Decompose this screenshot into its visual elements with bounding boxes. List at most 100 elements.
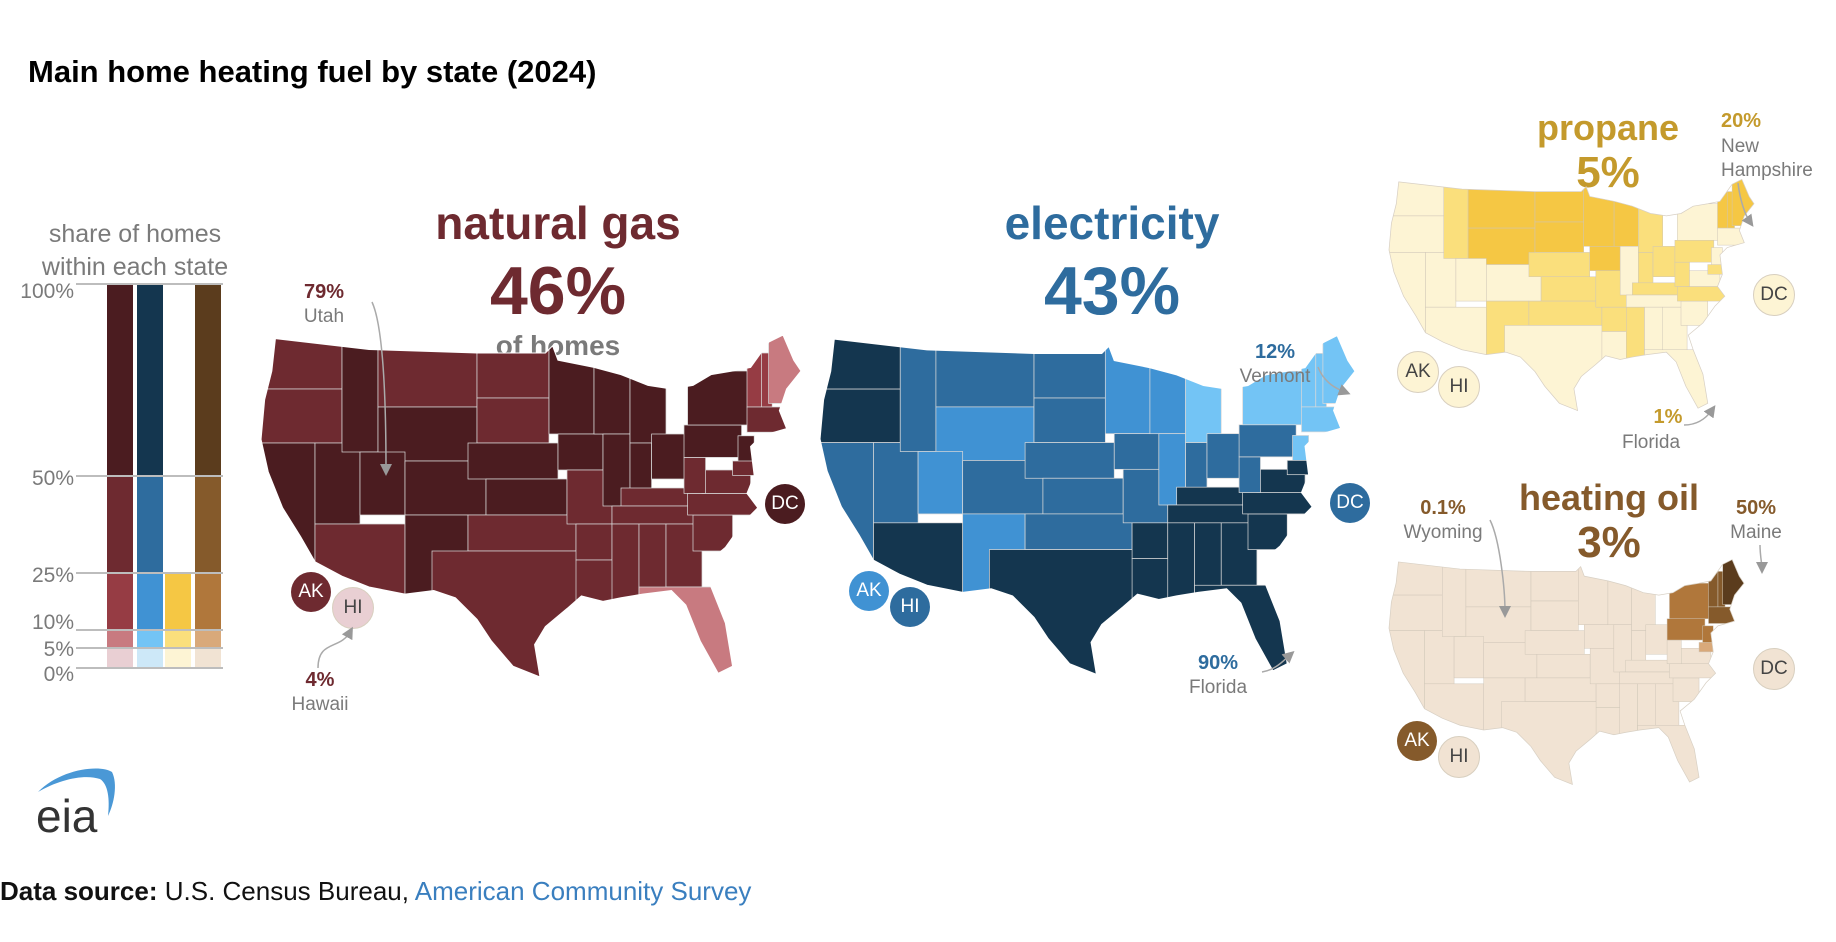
legend-bars — [76, 283, 223, 669]
eia-logo: eia — [36, 768, 115, 842]
legend-swatch — [137, 476, 163, 573]
legend-tick-5: 5% — [43, 638, 74, 661]
maine-arrow — [1755, 544, 1768, 574]
heating-oil-map — [1388, 559, 1745, 785]
state-pa — [683, 424, 742, 458]
propane-map — [1388, 178, 1755, 412]
dc-circle-propane: DC — [1753, 274, 1795, 316]
legend-tick-0: 0% — [43, 663, 74, 686]
maine-label: Maine — [1730, 522, 1782, 543]
ak-circle-heating-oil: AK — [1397, 721, 1437, 761]
ak-label: AK — [298, 581, 324, 602]
state-ne — [1024, 442, 1115, 479]
legend-swatch — [107, 476, 133, 573]
utah-label: Utah — [303, 306, 345, 327]
state-sd — [1534, 221, 1584, 253]
natural-gas-map — [260, 334, 802, 678]
us-outline — [819, 334, 1356, 676]
legend-swatch — [195, 476, 221, 573]
wyoming-value: 0.1% — [1420, 497, 1466, 519]
wyoming-label: Wyoming — [1403, 522, 1483, 543]
legend-swatch — [107, 630, 133, 648]
state-ms — [1167, 522, 1195, 604]
state-oh — [1652, 246, 1678, 277]
legend-tick-10: 10% — [31, 611, 74, 634]
us-outline — [1388, 178, 1755, 412]
data-source: Data source: U.S. Census Bureau, America… — [0, 876, 751, 907]
state-ar — [1601, 306, 1627, 332]
legend-swatch — [165, 573, 191, 630]
legend-swatch — [195, 284, 221, 476]
state-ne — [467, 442, 559, 480]
vermont-arrow — [1317, 366, 1351, 396]
legend-swatch — [165, 630, 191, 648]
florida-electricity-arrow — [1261, 651, 1295, 673]
state-ut — [1455, 258, 1487, 302]
legend-tick-25: 25% — [31, 564, 74, 587]
state-ia — [557, 433, 604, 471]
wyoming-arrow — [1489, 519, 1511, 618]
data-source-label: Data source: — [0, 876, 158, 906]
page-title: Main home heating fuel by state (2024) — [28, 54, 597, 89]
state-pa — [1238, 424, 1297, 458]
legend-swatch — [107, 648, 133, 668]
state-co — [962, 460, 1044, 515]
legend-swatch — [137, 630, 163, 648]
state-oh — [651, 433, 688, 480]
florida-electricity-label: Florida — [1188, 677, 1248, 698]
state-sc — [1247, 513, 1288, 550]
ak-circle-electricity: AK — [849, 571, 889, 611]
state-id — [341, 335, 379, 453]
us-outline — [260, 334, 802, 678]
legend-swatch — [107, 284, 133, 476]
hawaii-label: Hawaii — [291, 694, 349, 715]
legend-title-line2: within each state — [41, 253, 229, 281]
hi-circle-electricity: HI — [890, 587, 930, 627]
maine-value: 50% — [1735, 497, 1777, 519]
florida-electricity-value: 90% — [1197, 652, 1239, 674]
new-hampshire-value: 20% — [1721, 110, 1762, 132]
legend-swatch — [195, 648, 221, 668]
state-nv — [314, 442, 361, 525]
florida-propane-value: 1% — [1653, 406, 1683, 428]
ak-label: AK — [1404, 730, 1430, 751]
state-ut — [1453, 636, 1484, 679]
state-ks — [1540, 276, 1597, 302]
state-ne — [1528, 252, 1590, 277]
hi-label: HI — [900, 596, 920, 617]
hi-circle-heating-oil: HI — [1438, 736, 1480, 778]
state-sc — [1680, 300, 1709, 326]
state-nv — [1424, 630, 1455, 685]
utah-value: 79% — [303, 281, 345, 303]
us-outline — [1388, 559, 1745, 785]
utah-arrow — [371, 301, 392, 476]
dc-label: DC — [1760, 658, 1788, 679]
vermont-value: 12% — [1254, 341, 1296, 363]
legend-tick-100: 100% — [20, 280, 74, 303]
data-source-link[interactable]: American Community Survey — [414, 876, 752, 906]
heating-oil-title: heating oil — [1519, 477, 1699, 518]
ak-label: AK — [856, 580, 882, 601]
state-id — [1443, 179, 1469, 259]
state-oh — [1206, 433, 1244, 479]
dc-label: DC — [1336, 492, 1364, 513]
hi-label: HI — [1449, 376, 1469, 397]
state-ut — [917, 451, 964, 515]
legend-title: share of homes within each state — [10, 218, 260, 284]
florida-propane-label: Florida — [1621, 432, 1681, 453]
state-ks — [485, 478, 568, 516]
state-nv — [873, 442, 919, 524]
electricity-title: electricity — [1004, 197, 1220, 249]
legend-title-line1: share of homes — [48, 220, 222, 248]
hi-circle-propane: HI — [1438, 366, 1480, 408]
state-ut — [359, 451, 406, 516]
state-sd — [1033, 397, 1106, 443]
electricity-share: 43% — [1043, 253, 1181, 329]
natural-gas-share: 46% — [489, 253, 627, 329]
data-source-name: U.S. Census Bureau, — [164, 876, 409, 906]
dc-circle-natural-gas: DC — [765, 484, 805, 524]
vermont-label: Vermont — [1239, 366, 1311, 387]
new-hampshire-label-1: New — [1721, 136, 1760, 157]
florida-propane-arrow — [1683, 405, 1716, 426]
